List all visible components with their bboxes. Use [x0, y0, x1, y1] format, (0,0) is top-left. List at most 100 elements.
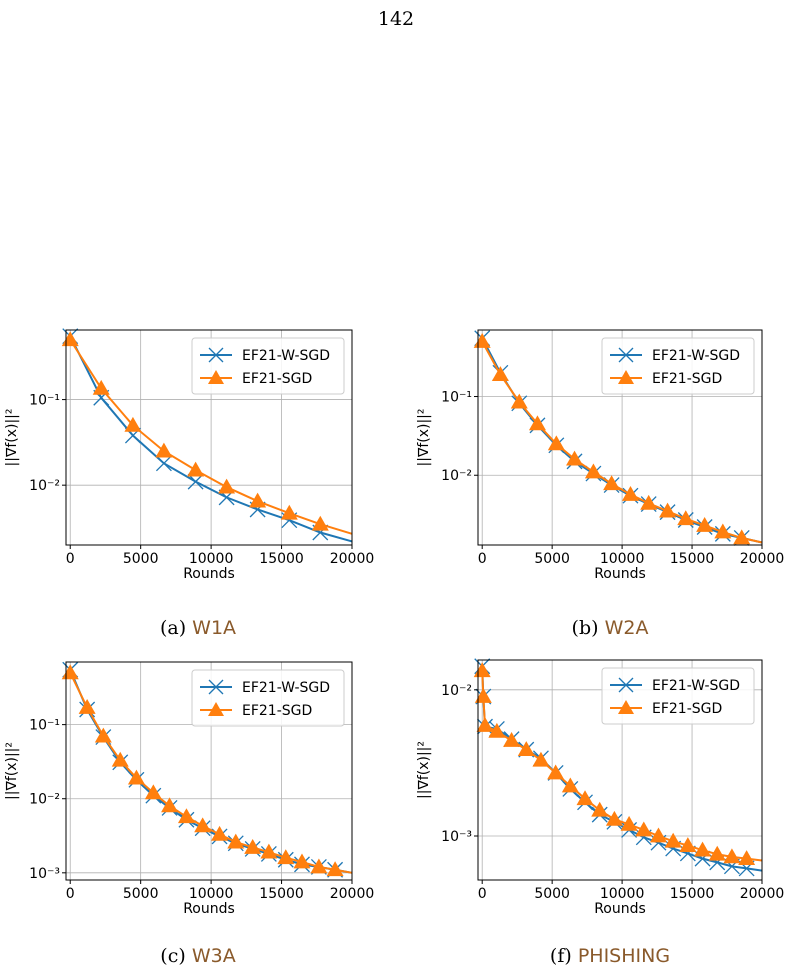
- y-tick-label: 10⁻²: [441, 683, 472, 699]
- data-point-triangle-marker: [124, 416, 142, 432]
- legend-item: EF21-SGD: [200, 702, 312, 719]
- caption-prefix: (c): [160, 945, 186, 967]
- y-tick-label: 10⁻³: [29, 866, 60, 882]
- data-point-triangle-marker: [194, 817, 212, 833]
- data-point-triangle-marker: [244, 838, 262, 854]
- data-point-triangle-marker: [280, 504, 298, 520]
- x-tick-label: 0: [478, 551, 487, 567]
- caption-w2a: (b) W2A: [460, 617, 760, 639]
- legend-triangle-marker: [208, 370, 224, 384]
- x-tick-label: 15000: [259, 886, 304, 902]
- x-tick-label: 15000: [259, 551, 304, 567]
- data-point-triangle-marker: [561, 777, 579, 793]
- data-point-triangle-marker: [311, 515, 329, 531]
- data-point-triangle-marker: [733, 529, 751, 545]
- legend-label: EF21-SGD: [652, 701, 722, 717]
- data-point-triangle-marker: [696, 516, 714, 532]
- data-point-triangle-marker: [517, 741, 535, 756]
- x-tick-label: 0: [66, 551, 75, 567]
- x-tick-label: 10000: [189, 886, 234, 902]
- series-line: [481, 341, 763, 544]
- caption-dataset-link[interactable]: W3A: [191, 945, 236, 967]
- data-point-triangle-marker: [723, 848, 741, 864]
- x-tick-label: 15000: [670, 886, 715, 902]
- x-tick-label: 15000: [670, 551, 715, 567]
- x-tick-label: 20000: [330, 886, 375, 902]
- chart-phishing: 0 5000 10000 15000 20000 Rounds 10⁻² 10⁻³ ||∇f(x…: [416, 658, 784, 917]
- data-point-triangle-marker: [227, 833, 245, 849]
- data-point-triangle-marker: [94, 727, 112, 743]
- data-point-triangle-marker: [640, 494, 658, 510]
- data-point-triangle-marker: [620, 815, 638, 831]
- y-tick-label: 10⁻²: [29, 478, 60, 494]
- data-point-triangle-marker: [488, 722, 506, 738]
- data-point-triangle-marker: [708, 845, 726, 861]
- data-point-triangle-marker: [510, 393, 528, 409]
- plot-frame: [65, 661, 353, 881]
- x-tick-label: 0: [66, 886, 75, 902]
- data-point-triangle-marker: [714, 523, 732, 539]
- data-point-triangle-marker: [473, 662, 491, 678]
- data-point-triangle-marker: [584, 463, 602, 479]
- legend-x-marker: [618, 677, 634, 693]
- data-point-triangle-marker: [694, 841, 712, 857]
- data-point-triangle-marker: [293, 853, 311, 869]
- y-axis-label: ||∇f(x)||²: [4, 742, 20, 800]
- data-point-triangle-marker: [177, 808, 195, 824]
- data-point-triangle-marker: [155, 442, 173, 458]
- x-tick-label: 5000: [534, 886, 570, 902]
- data-point-triangle-marker: [605, 810, 623, 826]
- x-axis-label: Rounds: [594, 566, 646, 582]
- data-point-triangle-marker: [576, 790, 594, 806]
- y-tick-label: 10⁻¹: [29, 393, 60, 409]
- data-point-triangle-marker: [503, 732, 521, 747]
- x-tick-label: 5000: [123, 886, 159, 902]
- legend-triangle-marker: [208, 702, 224, 716]
- legend-label: EF21-SGD: [652, 371, 722, 387]
- legend: EF21-W-SGD EF21-SGD: [601, 337, 755, 395]
- y-axis-label: ||∇f(x)||²: [416, 741, 432, 799]
- caption-prefix: (b): [571, 617, 599, 639]
- caption-prefix: (f): [549, 945, 572, 967]
- y-tick-label: 10⁻³: [441, 829, 472, 845]
- legend: EF21-W-SGD EF21-SGD: [191, 669, 345, 727]
- data-point-triangle-marker: [664, 832, 682, 848]
- x-tick-label: 10000: [189, 551, 234, 567]
- data-point-x-marker: [187, 473, 204, 490]
- legend-item: EF21-W-SGD: [200, 679, 330, 696]
- caption-dataset-link[interactable]: W1A: [192, 617, 237, 639]
- legend-item: EF21-W-SGD: [610, 677, 740, 694]
- data-point-triangle-marker: [591, 801, 609, 817]
- caption-prefix: (a): [159, 617, 187, 639]
- x-tick-label: 20000: [740, 551, 785, 567]
- x-tick-label: 10000: [600, 886, 645, 902]
- page-number: 142: [377, 8, 415, 30]
- caption-dataset-link[interactable]: W2A: [604, 617, 649, 639]
- legend-label: EF21-W-SGD: [652, 678, 740, 694]
- data-point-triangle-marker: [679, 837, 697, 852]
- x-axis-label: Rounds: [183, 566, 235, 582]
- legend-box: [191, 337, 345, 395]
- data-point-triangle-marker: [621, 485, 639, 501]
- legend-label: EF21-SGD: [242, 371, 312, 387]
- legend-item: EF21-W-SGD: [610, 347, 740, 364]
- x-tick-label: 5000: [534, 551, 570, 567]
- data-point-triangle-marker: [326, 861, 344, 877]
- chart-w1a: 0 5000 10000 15000 20000 Rounds 10⁻¹ 10⁻² ||∇f(x…: [4, 328, 375, 582]
- legend-item: EF21-SGD: [610, 700, 722, 717]
- legend: EF21-W-SGD EF21-SGD: [601, 667, 755, 725]
- x-tick-label: 20000: [330, 551, 375, 567]
- data-point-triangle-marker: [491, 366, 509, 381]
- data-point-triangle-marker: [659, 502, 677, 518]
- y-axis-label: ||∇f(x)||²: [416, 409, 432, 467]
- data-point-triangle-marker: [111, 751, 129, 767]
- data-point-triangle-marker: [547, 435, 565, 451]
- legend-x-marker: [618, 347, 634, 363]
- plot-frame: [65, 329, 353, 546]
- y-tick-label: 10⁻²: [29, 792, 60, 808]
- series-line: [69, 339, 353, 535]
- x-tick-label: 10000: [600, 551, 645, 567]
- legend-box: [601, 337, 755, 395]
- legend-label: EF21-W-SGD: [652, 348, 740, 364]
- caption-dataset-link[interactable]: PHISHING: [577, 945, 671, 967]
